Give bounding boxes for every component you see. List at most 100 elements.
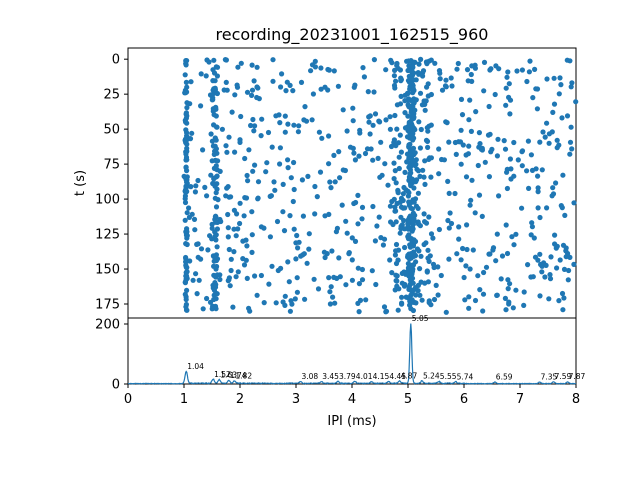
raster-point xyxy=(531,235,537,241)
raster-point xyxy=(350,105,356,111)
raster-point xyxy=(537,139,543,145)
raster-point xyxy=(406,232,412,238)
raster-point xyxy=(285,157,291,163)
raster-point xyxy=(494,153,500,159)
raster-point xyxy=(408,68,414,74)
raster-point xyxy=(266,281,272,287)
raster-point xyxy=(195,177,201,184)
raster-point xyxy=(314,194,320,200)
raster-point xyxy=(183,110,189,116)
raster-point xyxy=(427,253,433,259)
raster-point xyxy=(377,119,383,125)
raster-point xyxy=(544,120,550,126)
raster-point xyxy=(285,121,291,127)
raster-point xyxy=(226,275,232,281)
raster-point xyxy=(402,98,408,104)
raster-point xyxy=(232,149,238,155)
raster-point xyxy=(472,65,478,71)
raster-point xyxy=(312,64,318,70)
raster-point xyxy=(406,63,412,69)
raster-point xyxy=(444,120,450,126)
raster-point xyxy=(466,143,472,149)
raster-point xyxy=(501,138,507,144)
raster-point xyxy=(425,279,431,285)
raster-point xyxy=(398,204,405,210)
raster-point xyxy=(461,274,467,281)
ipi-x-tick-label: 8 xyxy=(572,392,580,407)
raster-point xyxy=(230,304,236,310)
raster-point xyxy=(395,307,401,313)
raster-point xyxy=(392,168,398,174)
raster-point xyxy=(521,302,527,308)
raster-point xyxy=(184,287,190,293)
raster-point xyxy=(327,179,333,185)
raster-point xyxy=(375,155,381,161)
raster-point xyxy=(336,149,342,155)
raster-point xyxy=(466,117,472,123)
raster-point xyxy=(182,279,188,285)
raster-point xyxy=(238,60,244,66)
raster-point xyxy=(530,274,536,280)
raster-point xyxy=(558,82,564,88)
raster-point xyxy=(211,176,217,182)
raster-point xyxy=(270,78,276,84)
raster-point xyxy=(282,293,288,299)
raster-point xyxy=(223,193,229,199)
raster-point xyxy=(428,57,434,63)
raster-point xyxy=(214,90,220,97)
raster-point xyxy=(291,159,297,166)
raster-point xyxy=(213,146,219,152)
raster-point xyxy=(393,272,399,278)
raster-point xyxy=(460,245,466,252)
raster-point xyxy=(408,300,414,306)
raster-point xyxy=(549,193,555,199)
raster-point xyxy=(244,275,250,281)
raster-point xyxy=(546,140,552,146)
raster-point xyxy=(282,129,288,135)
raster-point xyxy=(519,67,526,73)
raster-point xyxy=(414,246,421,252)
raster-point xyxy=(346,250,352,256)
raster-point xyxy=(245,178,251,184)
raster-point xyxy=(209,225,215,231)
raster-y-tick-label: 150 xyxy=(95,263,120,278)
ipi-x-tick-label: 3 xyxy=(292,392,300,407)
raster-point xyxy=(200,306,206,312)
raster-point xyxy=(370,203,376,210)
raster-point xyxy=(446,139,452,145)
raster-point xyxy=(407,213,413,219)
raster-point xyxy=(210,78,216,84)
raster-point xyxy=(225,184,231,190)
raster-point xyxy=(280,181,286,187)
raster-point xyxy=(514,68,520,74)
raster-point xyxy=(507,156,513,162)
raster-point xyxy=(327,301,333,307)
raster-point xyxy=(290,88,296,94)
raster-point xyxy=(294,232,300,239)
raster-point xyxy=(249,92,255,98)
raster-point xyxy=(332,300,338,306)
raster-point xyxy=(356,153,362,159)
raster-point xyxy=(404,159,410,165)
raster-point xyxy=(227,283,233,289)
raster-point xyxy=(389,198,395,205)
raster-point xyxy=(237,200,243,206)
raster-point xyxy=(458,127,464,133)
raster-point xyxy=(406,104,412,110)
raster-point xyxy=(459,112,466,118)
raster-point xyxy=(521,289,527,295)
raster-point xyxy=(542,134,548,140)
raster-point xyxy=(287,82,293,88)
raster-point xyxy=(243,257,249,263)
raster-point xyxy=(209,236,215,242)
raster-point xyxy=(446,225,452,231)
raster-point xyxy=(509,234,515,240)
raster-point xyxy=(193,183,199,189)
raster-point xyxy=(235,64,241,70)
raster-point xyxy=(244,172,250,179)
raster-point xyxy=(562,212,568,218)
raster-point xyxy=(189,130,195,136)
raster-point xyxy=(243,195,250,201)
raster-point xyxy=(194,291,200,297)
ipi-x-tick-label: 0 xyxy=(124,392,132,407)
